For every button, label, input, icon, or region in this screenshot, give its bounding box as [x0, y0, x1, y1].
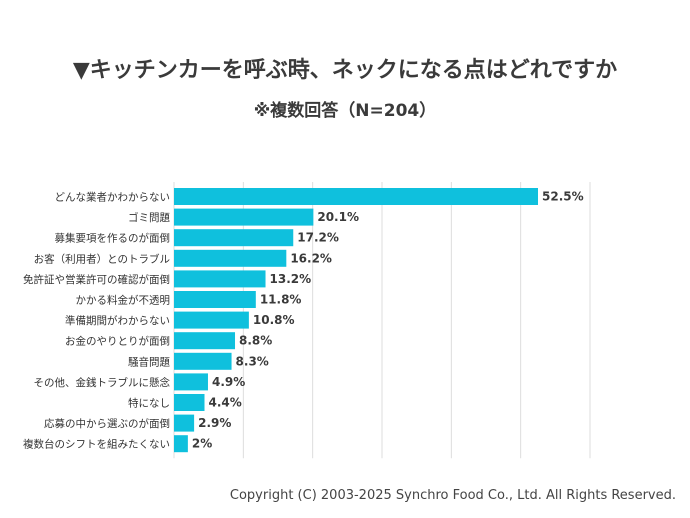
value-label: 17.2% — [297, 231, 339, 245]
value-label: 52.5% — [542, 190, 584, 204]
category-label: お金のやりとりが面倒 — [65, 335, 170, 348]
value-label: 4.4% — [209, 396, 242, 410]
value-label: 11.8% — [260, 293, 302, 307]
category-label: 準備期間がわからない — [65, 314, 170, 327]
value-labels: 52.5% 20.1% 17.2% 16.2% 13.2% 11.8% 10.8% 8.8% 8… — [192, 190, 584, 451]
bar — [174, 291, 256, 308]
value-label: 8.3% — [236, 354, 269, 368]
value-label: 8.8% — [239, 334, 272, 348]
bar — [174, 373, 208, 391]
category-label: ゴミ問題 — [128, 211, 170, 224]
bar — [174, 435, 188, 453]
value-label: 4.9% — [212, 375, 245, 389]
value-label: 10.8% — [253, 313, 295, 327]
category-label: 特になし — [128, 398, 170, 410]
value-label: 20.1% — [317, 210, 359, 224]
category-label: 募集要項を作るのが面倒 — [55, 232, 171, 245]
bar — [174, 208, 314, 226]
bar — [174, 249, 287, 267]
value-label: 16.2% — [290, 251, 332, 265]
bar — [174, 414, 195, 432]
bar-chart: どんな業者かわからないゴミ問題募集要項を作るのが面倒お客（利用者）とのトラブル免… — [23, 182, 591, 459]
bar — [174, 394, 205, 411]
bar — [174, 332, 236, 350]
chart-title: ▼キッチンカーを呼ぶ時、ネックになる点はどれですか — [72, 58, 618, 83]
category-label: 応募の中から選ぶのが面倒 — [44, 417, 170, 430]
bar — [174, 352, 232, 370]
category-label: かかる料金が不透明 — [76, 294, 171, 307]
bar — [174, 311, 249, 329]
value-label: 2.9% — [198, 416, 231, 430]
bars — [174, 188, 538, 453]
category-labels: どんな業者かわからないゴミ問題募集要項を作るのが面倒お客（利用者）とのトラブル免… — [23, 191, 170, 451]
copyright-footer: Copyright (C) 2003-2025 Synchro Food Co.… — [229, 488, 676, 503]
value-label: 13.2% — [270, 272, 312, 286]
bar — [174, 188, 538, 205]
category-label: 騒音問題 — [128, 355, 170, 368]
category-label: どんな業者かわからない — [55, 191, 171, 204]
bar — [174, 270, 266, 288]
value-label: 2% — [192, 437, 212, 451]
chart-subtitle: ※複数回答（N=204） — [253, 101, 437, 121]
category-label: お客（利用者）とのトラブル — [34, 252, 170, 265]
category-label: 複数台のシフトを組みたくない — [23, 438, 170, 451]
category-label: 免許証や営業許可の確認が面倒 — [23, 273, 170, 286]
bar — [174, 229, 294, 247]
category-label: その他、金銭トラブルに懸念 — [34, 376, 171, 389]
